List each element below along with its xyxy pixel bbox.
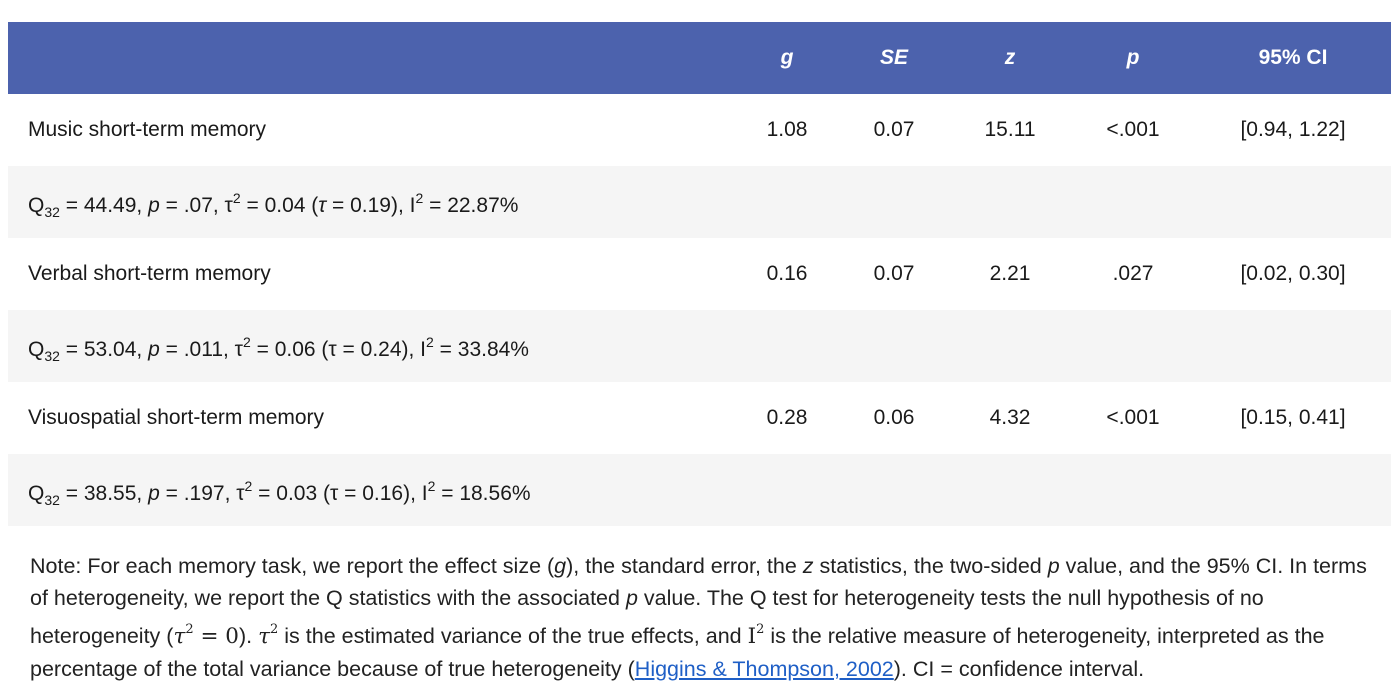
col-header-g: g: [780, 46, 794, 69]
cell-p: <.001: [1106, 118, 1160, 141]
table-header: g SE z p 95% CI: [8, 22, 1391, 94]
heterogeneity-stats: Q32 = 38.55, p = .197, τ2 = 0.03 (τ = 0.…: [28, 478, 531, 508]
col-header-ci: 95% CI: [1258, 46, 1328, 69]
col-header-z: z: [1004, 46, 1016, 69]
citation-link[interactable]: Higgins & Thompson, 2002: [634, 657, 894, 681]
cell-p: <.001: [1106, 406, 1160, 429]
heterogeneity-row: Q32 = 38.55, p = .197, τ2 = 0.03 (τ = 0.…: [8, 454, 1391, 526]
cell-se: 0.06: [873, 406, 915, 429]
row-label: Music short-term memory: [28, 118, 267, 141]
table-row: Verbal short-term memory 0.16 0.07 2.21 …: [8, 238, 1391, 310]
heterogeneity-stats: Q32 = 44.49, p = .07, τ2 = 0.04 (τ = 0.1…: [28, 190, 519, 220]
cell-ci: [0.02, 0.30]: [1240, 262, 1346, 285]
cell-g: 1.08: [766, 118, 808, 141]
heterogeneity-stats: Q32 = 53.04, p = .011, τ2 = 0.06 (τ = 0.…: [28, 334, 529, 364]
cell-z: 2.21: [989, 262, 1031, 285]
heterogeneity-row: Q32 = 53.04, p = .011, τ2 = 0.06 (τ = 0.…: [8, 310, 1391, 382]
cell-g: 0.28: [766, 406, 808, 429]
cell-se: 0.07: [873, 262, 915, 285]
cell-se: 0.07: [873, 118, 915, 141]
cell-g: 0.16: [766, 262, 808, 285]
cell-ci: [0.94, 1.22]: [1240, 118, 1346, 141]
col-header-se: SE: [879, 46, 909, 69]
table-row: Music short-term memory 1.08 0.07 15.11 …: [8, 94, 1391, 166]
cell-ci: [0.15, 0.41]: [1240, 406, 1346, 429]
row-label: Verbal short-term memory: [28, 262, 271, 285]
cell-z: 15.11: [984, 118, 1036, 141]
cell-z: 4.32: [989, 406, 1031, 429]
results-table: g SE z p 95% CI Music short-term memory …: [8, 22, 1391, 526]
heterogeneity-row: Q32 = 44.49, p = .07, τ2 = 0.04 (τ = 0.1…: [8, 166, 1391, 238]
row-label: Visuospatial short-term memory: [28, 406, 325, 429]
col-header-p: p: [1126, 46, 1140, 69]
cell-p: .027: [1112, 262, 1154, 285]
table-note: Note: For each memory task, we report th…: [30, 554, 1367, 681]
table-row: Visuospatial short-term memory 0.28 0.06…: [8, 382, 1391, 454]
